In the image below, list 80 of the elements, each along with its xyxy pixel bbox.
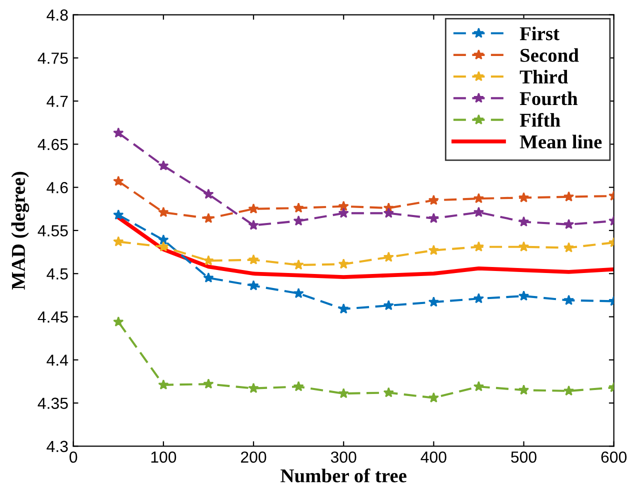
point [473, 241, 484, 252]
point [248, 382, 259, 393]
point [113, 316, 124, 327]
point [383, 300, 394, 310]
point [113, 176, 124, 186]
x-tick-label: 400 [420, 451, 446, 463]
x-tick-label: 600 [601, 451, 627, 463]
point [383, 208, 394, 218]
legend-label: Second [520, 48, 579, 62]
x-tick-label: 200 [241, 451, 266, 463]
point [293, 259, 304, 270]
point [203, 212, 214, 224]
point [518, 192, 530, 202]
y-tick-label: 4.8 [46, 9, 68, 21]
point [248, 220, 259, 230]
point [338, 258, 349, 269]
point [293, 215, 304, 226]
x-axis-title: Number of tree [280, 468, 406, 482]
point [203, 188, 214, 199]
point [158, 379, 169, 390]
legend-label: Third [520, 70, 568, 84]
legend-label: Fifth [520, 112, 560, 127]
y-axis-title: MAD (degree) [11, 172, 30, 290]
y-tick-label: 4.7 [46, 96, 68, 107]
point [113, 209, 124, 220]
point [248, 254, 259, 264]
point [293, 288, 304, 298]
legend-label: Mean line [520, 134, 602, 148]
legend-label: First [520, 26, 560, 40]
point [248, 203, 259, 214]
point [518, 241, 530, 252]
point [203, 272, 214, 283]
y-tick-label: 4.65 [38, 138, 68, 150]
point [338, 200, 349, 211]
point [158, 234, 169, 245]
point [473, 206, 484, 217]
point [113, 236, 124, 246]
point [248, 280, 259, 290]
point [563, 218, 574, 230]
point [158, 160, 169, 170]
point [473, 193, 484, 204]
point [428, 244, 439, 255]
legend-label: Fourth [520, 92, 578, 106]
point [428, 212, 439, 224]
point [563, 294, 574, 305]
point [563, 385, 574, 396]
y-tick-label: 4.6 [46, 182, 68, 194]
y-tick-label: 4.45 [38, 312, 68, 323]
point [518, 290, 530, 301]
point [158, 206, 169, 217]
point [113, 127, 124, 138]
point [518, 384, 530, 395]
point [293, 381, 304, 392]
y-tick-label: 4.4 [46, 354, 68, 366]
point [203, 378, 214, 389]
y-tick-label: 4.75 [38, 52, 68, 64]
y-tick-label: 4.3 [46, 440, 68, 452]
point [293, 202, 304, 213]
x-tick-label: 300 [330, 451, 356, 463]
point [338, 208, 349, 218]
point [383, 387, 394, 398]
y-tick-label: 4.35 [38, 398, 68, 409]
point [428, 392, 439, 402]
point [338, 303, 349, 314]
point [428, 194, 439, 205]
point [203, 255, 214, 266]
point [473, 293, 484, 304]
point [383, 252, 394, 262]
x-tick-label: 100 [151, 451, 176, 463]
x-tick-label: 0 [70, 451, 78, 463]
point [428, 296, 439, 307]
point [338, 388, 349, 398]
point [518, 216, 530, 226]
x-tick-label: 500 [511, 451, 536, 463]
point [158, 241, 169, 252]
point [563, 191, 574, 202]
point [563, 242, 574, 252]
y-tick-label: 4.55 [38, 225, 68, 236]
point [473, 381, 484, 392]
y-tick-label: 4.5 [46, 268, 68, 280]
